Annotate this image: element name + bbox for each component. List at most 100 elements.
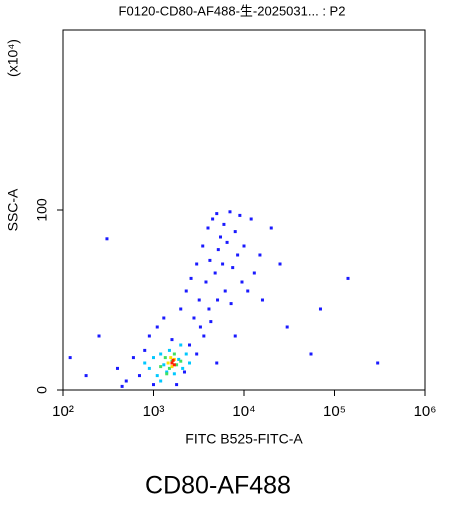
point xyxy=(184,289,188,293)
point xyxy=(165,372,169,376)
point xyxy=(84,374,88,378)
point xyxy=(169,356,173,360)
point xyxy=(163,356,167,360)
point xyxy=(198,325,202,329)
point xyxy=(172,372,176,376)
point xyxy=(155,325,159,329)
x-tick-label: 10³ xyxy=(143,403,165,420)
point xyxy=(159,365,163,369)
point xyxy=(215,212,219,216)
point xyxy=(231,266,235,270)
point xyxy=(285,325,289,329)
point xyxy=(182,370,186,374)
plot-frame xyxy=(62,29,426,391)
point xyxy=(68,356,72,360)
point xyxy=(97,334,101,338)
point xyxy=(252,271,256,275)
point xyxy=(167,366,171,370)
point xyxy=(131,356,135,360)
x-tick-label: 10⁶ xyxy=(414,403,437,420)
point xyxy=(166,361,170,365)
point xyxy=(124,379,128,383)
point xyxy=(211,217,215,221)
point xyxy=(208,258,212,262)
point xyxy=(278,262,282,266)
caption: CD80-AF488 xyxy=(145,472,291,500)
point xyxy=(228,210,232,214)
point xyxy=(213,271,217,275)
y-tick-label: 0 xyxy=(34,386,50,394)
point xyxy=(309,352,313,356)
point xyxy=(216,298,220,302)
point xyxy=(209,320,213,324)
point xyxy=(159,352,163,356)
point xyxy=(170,365,174,369)
point xyxy=(318,307,322,311)
point xyxy=(105,237,109,241)
point xyxy=(225,240,229,244)
x-tick-label: 10² xyxy=(52,403,74,420)
point xyxy=(152,383,155,387)
x-axis-label: FITC B525-FITC-A xyxy=(185,431,303,447)
point xyxy=(137,374,141,378)
point xyxy=(222,222,226,226)
point xyxy=(159,379,163,383)
point xyxy=(184,352,188,356)
point xyxy=(162,363,166,367)
point xyxy=(242,244,246,248)
point xyxy=(202,334,206,338)
point xyxy=(246,289,250,293)
chart-title: F0120-CD80-AF488-生-2025031... : P2 xyxy=(119,3,346,18)
point xyxy=(188,361,192,365)
point xyxy=(172,352,176,356)
point xyxy=(233,334,237,338)
point xyxy=(219,235,223,239)
y-unit-label: (x10⁴) xyxy=(5,39,21,77)
point xyxy=(238,213,242,217)
point xyxy=(195,262,199,266)
point xyxy=(197,298,201,302)
point xyxy=(175,363,179,367)
point xyxy=(269,226,273,230)
point xyxy=(201,244,205,248)
point xyxy=(192,316,196,320)
point xyxy=(376,361,380,365)
point xyxy=(155,374,159,378)
point xyxy=(167,348,171,352)
point xyxy=(115,366,119,370)
point xyxy=(223,289,227,293)
point xyxy=(240,280,244,284)
point xyxy=(216,248,220,252)
point xyxy=(260,298,264,302)
point xyxy=(258,253,262,257)
point xyxy=(120,384,124,388)
point xyxy=(143,348,147,352)
point xyxy=(165,370,169,374)
x-tick-label: 10⁴ xyxy=(232,403,255,420)
point xyxy=(172,363,176,367)
point xyxy=(233,230,237,234)
point xyxy=(215,361,219,365)
point xyxy=(143,361,147,365)
point xyxy=(175,383,179,387)
point xyxy=(147,334,151,338)
point xyxy=(236,253,240,257)
point xyxy=(189,276,193,280)
point xyxy=(249,217,253,221)
point xyxy=(346,276,350,280)
point xyxy=(179,359,183,363)
y-tick-label: 100 xyxy=(34,198,50,222)
point xyxy=(152,356,155,360)
point xyxy=(162,316,166,320)
point xyxy=(188,343,192,347)
point xyxy=(147,366,151,370)
point xyxy=(179,307,183,311)
point xyxy=(179,343,183,347)
point xyxy=(206,226,210,230)
point xyxy=(229,302,233,306)
point xyxy=(195,352,199,356)
point xyxy=(171,358,175,362)
point xyxy=(221,262,225,266)
point xyxy=(170,361,174,365)
